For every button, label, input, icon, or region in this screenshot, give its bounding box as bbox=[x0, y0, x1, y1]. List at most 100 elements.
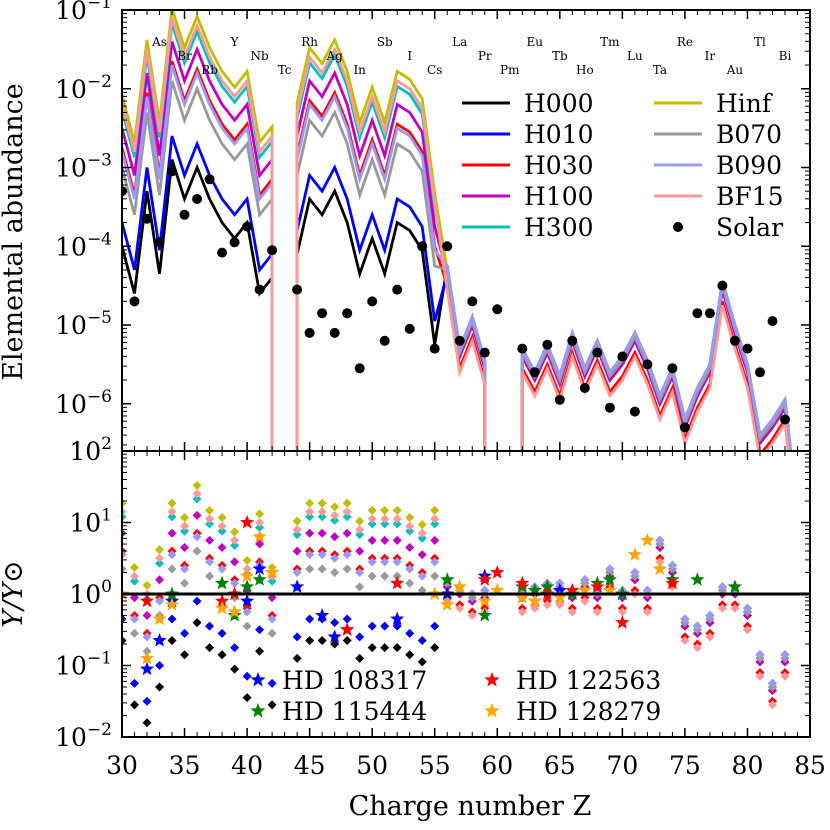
series-line-hinf bbox=[122, 8, 798, 518]
ratio-diamond-bf15 bbox=[405, 522, 414, 531]
legend-label-h000: H000 bbox=[524, 89, 594, 118]
solar-point bbox=[480, 348, 490, 358]
solar-point bbox=[230, 237, 240, 247]
legend-label-hinf: Hinf bbox=[716, 89, 773, 118]
star-marker-hd-128279 bbox=[215, 601, 229, 615]
ratio-diamond-hinf bbox=[180, 513, 189, 522]
element-label-au: Au bbox=[726, 63, 744, 77]
ratio-diamond-h000 bbox=[230, 665, 239, 674]
ratio-diamond-b070 bbox=[430, 572, 439, 581]
legend-label-hd-122563: HD 122563 bbox=[516, 666, 661, 695]
ratio-diamond-b070 bbox=[305, 564, 314, 573]
solar-point bbox=[642, 359, 652, 369]
ratio-diamond-h100 bbox=[218, 543, 227, 552]
ratio-diamond-h000 bbox=[318, 636, 327, 645]
series-line-h030 bbox=[122, 61, 798, 534]
x-tick-label-70: 70 bbox=[606, 751, 638, 780]
ratio-diamond-bf15 bbox=[230, 536, 239, 545]
ratio-diamond-h010 bbox=[305, 615, 314, 624]
bottom-y-tick-label: 100 bbox=[69, 577, 112, 609]
ratio-diamond-h100 bbox=[168, 529, 177, 538]
top-y-tick-label: 10−5 bbox=[55, 308, 112, 340]
ratio-diamond-bf15 bbox=[430, 514, 439, 523]
ratio-diamond-h100 bbox=[368, 536, 377, 545]
x-tick-label-35: 35 bbox=[169, 751, 201, 780]
solar-point bbox=[780, 415, 790, 425]
star-marker-hd-122563 bbox=[140, 594, 154, 608]
ratio-diamond-bf15 bbox=[368, 514, 377, 523]
ratio-diamond-h010 bbox=[368, 622, 377, 631]
element-label-bi: Bi bbox=[779, 49, 792, 63]
ratio-diamond-hinf bbox=[355, 517, 364, 526]
ratio-diamond-hinf bbox=[418, 520, 427, 529]
ratio-diamond-hinf bbox=[143, 581, 152, 590]
solar-point bbox=[567, 336, 577, 346]
legend-label-h010: H010 bbox=[524, 120, 594, 149]
solar-point bbox=[580, 383, 590, 393]
ratio-diamond-bf15 bbox=[293, 525, 302, 534]
element-label-pm: Pm bbox=[500, 63, 520, 77]
ratio-diamond-bf15 bbox=[355, 525, 364, 534]
x-tick-label-30: 30 bbox=[106, 751, 138, 780]
ratio-diamond-h000 bbox=[180, 650, 189, 659]
ratio-diamond-h010 bbox=[293, 632, 302, 641]
figure: AsBrRbYNbTcRhAgInSbICsLaPrPmEuTbHoTmLuTa… bbox=[0, 0, 830, 830]
ratio-diamond-h000 bbox=[168, 636, 177, 645]
element-label-rh: Rh bbox=[301, 35, 318, 49]
solar-point bbox=[442, 241, 452, 251]
legend-label-h100: H100 bbox=[524, 182, 594, 211]
x-tick-label-45: 45 bbox=[294, 751, 326, 780]
star-marker-hd-128279 bbox=[653, 562, 667, 576]
solar-point bbox=[430, 344, 440, 354]
ratio-diamond-h000 bbox=[293, 654, 302, 663]
star-marker-hd-122563 bbox=[240, 515, 254, 529]
bottom-y-tick-label: 10−2 bbox=[55, 720, 112, 752]
ratio-diamond-b070 bbox=[130, 629, 139, 638]
legend-marker-solar bbox=[673, 222, 683, 232]
solar-point bbox=[743, 344, 753, 354]
star-marker-hd-122563 bbox=[615, 615, 629, 629]
element-label-tl: Tl bbox=[754, 35, 766, 49]
ratio-diamond-b070 bbox=[193, 547, 202, 556]
x-tick-label-65: 65 bbox=[544, 751, 576, 780]
top-y-tick-label: 10−6 bbox=[55, 387, 112, 419]
legend-star-hd-115444 bbox=[250, 703, 265, 718]
element-label-pr: Pr bbox=[478, 49, 492, 63]
solar-point bbox=[592, 348, 602, 358]
series-line-h300 bbox=[122, 23, 798, 518]
legend-label-h030: H030 bbox=[524, 151, 594, 180]
ratio-diamond-h000 bbox=[268, 700, 277, 709]
ratio-diamond-h010 bbox=[268, 679, 277, 688]
ratio-diamond-bf15 bbox=[180, 522, 189, 531]
ratio-diamond-bf15 bbox=[330, 511, 339, 520]
solar-point bbox=[630, 407, 640, 417]
element-label-nb: Nb bbox=[251, 49, 270, 63]
solar-point bbox=[717, 281, 727, 291]
solar-point bbox=[330, 328, 340, 338]
solar-point bbox=[317, 308, 327, 318]
solar-point bbox=[667, 363, 677, 373]
ratio-diamond-h100 bbox=[205, 536, 214, 545]
ratio-diamond-h010 bbox=[380, 622, 389, 631]
ratio-diamond-hinf bbox=[205, 506, 214, 515]
ratio-diamond-bf15 bbox=[418, 529, 427, 538]
solar-point bbox=[217, 248, 227, 258]
x-tick-label-75: 75 bbox=[669, 751, 701, 780]
ratio-diamond-h000 bbox=[143, 718, 152, 727]
bottom-y-tick-label: 102 bbox=[69, 434, 112, 466]
ratio-diamond-bf15 bbox=[318, 507, 327, 516]
element-label-ho: Ho bbox=[576, 63, 594, 77]
solar-point bbox=[380, 336, 390, 346]
x-tick-label-60: 60 bbox=[481, 751, 513, 780]
ratio-diamond-h000 bbox=[218, 650, 227, 659]
solar-point bbox=[292, 285, 302, 295]
ratio-diamond-h010 bbox=[168, 615, 177, 624]
ratio-diamond-h010 bbox=[330, 618, 339, 627]
solar-point bbox=[205, 174, 215, 184]
legend-label-h300: H300 bbox=[524, 213, 594, 242]
solar-point bbox=[267, 245, 277, 255]
legend-star-hd-122563 bbox=[484, 672, 499, 687]
legend-label-b070: B070 bbox=[716, 120, 782, 149]
ratio-diamond-h100 bbox=[393, 536, 402, 545]
